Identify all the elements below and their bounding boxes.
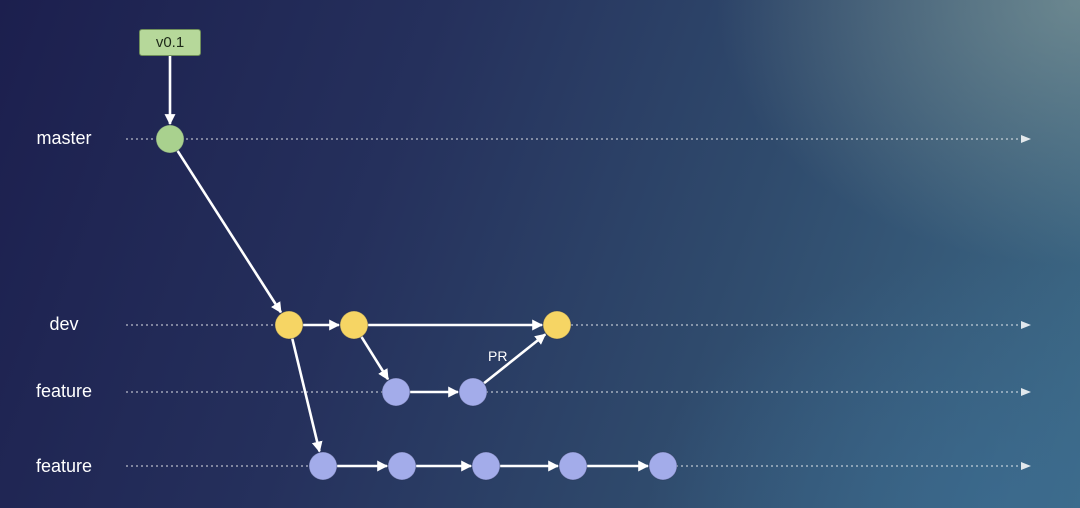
commit-m1	[155, 124, 185, 154]
commit-f2e	[648, 451, 678, 481]
edge-f1b-to-d3	[483, 333, 547, 385]
branch-label-feature-2: feature	[35, 456, 93, 476]
edge-d2-to-f1a	[360, 336, 390, 381]
commit-f2d	[558, 451, 588, 481]
branch-label-feature: feature	[35, 381, 93, 401]
edge-m1-to-d1	[176, 150, 283, 314]
commit-d3	[542, 310, 572, 340]
branch-label-master: master	[36, 128, 92, 148]
edge-d1-to-f2a	[291, 338, 323, 453]
commit-d2	[339, 310, 369, 340]
commit-f1b	[458, 377, 488, 407]
tag-v0-1: v0.1	[139, 29, 201, 56]
commit-f1a	[381, 377, 411, 407]
commit-f2b	[387, 451, 417, 481]
commit-f2a	[308, 451, 338, 481]
branch-label-dev: dev	[49, 314, 79, 334]
commit-f2c	[471, 451, 501, 481]
pr-label: PR	[488, 348, 508, 364]
commit-d1	[274, 310, 304, 340]
